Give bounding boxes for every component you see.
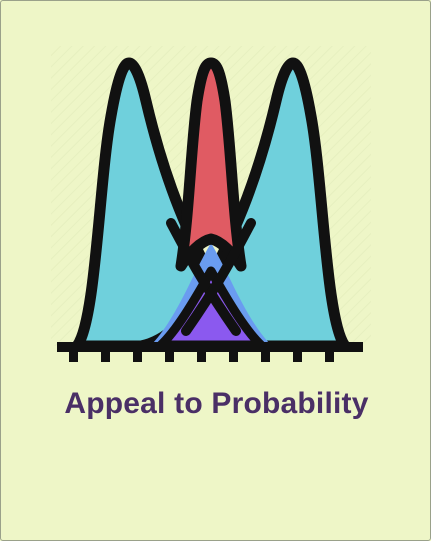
card-title: Appeal to Probability [64,387,369,420]
three-bell-curves-icon [51,46,371,362]
middle-bell-curve [175,57,247,272]
baseline-tick [165,350,174,362]
overlap-outline-right [181,218,256,336]
baseline-ticks [69,350,334,362]
baseline-tick [293,350,302,362]
baseline-axis [57,342,363,352]
baseline-tick [197,350,206,362]
baseline-tick [101,350,110,362]
baseline-tick [325,350,334,362]
baseline-tick [133,350,142,362]
overlap-outline-left [166,218,241,336]
baseline-tick [261,350,270,362]
bell-curves-illustration [41,31,391,381]
baseline-tick [69,350,78,362]
baseline-tick [229,350,238,362]
